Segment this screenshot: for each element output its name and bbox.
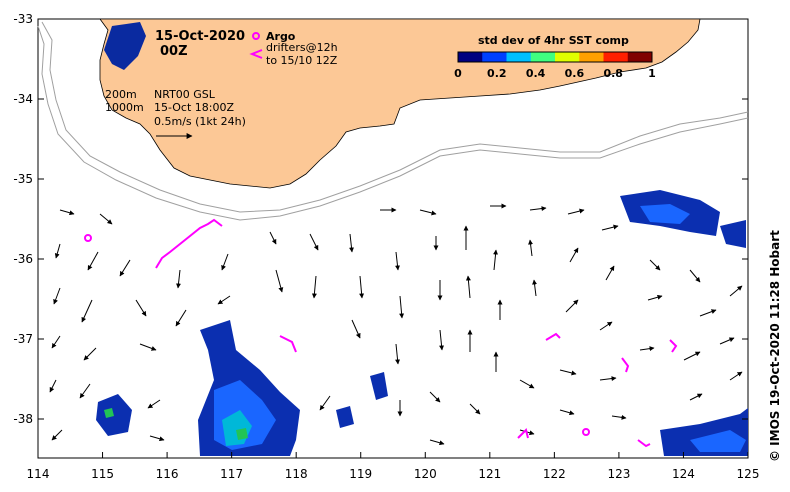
x-tick-label: 125 <box>737 467 760 481</box>
y-tick-label: -36 <box>13 252 33 266</box>
colorbar-tick-label: 0.2 <box>487 67 507 80</box>
x-tick-label: 118 <box>285 467 308 481</box>
coast-blob <box>104 22 146 70</box>
colorbar-frame <box>457 51 653 63</box>
argo-legend-label: Argo <box>266 30 296 43</box>
isobath-200m <box>41 21 749 213</box>
y-tick-label: -33 <box>13 12 33 26</box>
drifter-tracks <box>155 218 678 448</box>
drifter-legend-line1: drifters@12h <box>266 41 338 54</box>
colorbar-title: std dev of 4hr SST comp <box>478 34 629 47</box>
x-tick-label: 124 <box>672 467 695 481</box>
colorbar-segment <box>482 52 507 62</box>
x-tick-label: 122 <box>543 467 566 481</box>
x-tick-label: 115 <box>91 467 114 481</box>
x-tick-label: 120 <box>414 467 437 481</box>
y-tick-label: -35 <box>13 172 33 186</box>
vector-scale-label: 0.5m/s (1kt 24h) <box>154 115 246 128</box>
argo-legend-icon <box>252 32 260 40</box>
isobath-1000m <box>37 25 749 221</box>
x-tick-label: 121 <box>478 467 501 481</box>
colorbar-ticks: 0 0.2 0.4 0.6 0.8 1 <box>454 67 656 80</box>
colorbar-segment <box>530 52 556 62</box>
colorbar-segment <box>579 52 604 62</box>
colorbar-segment <box>555 52 580 62</box>
x-tick-label: 114 <box>27 467 50 481</box>
isobath-1000m-label: 1000m <box>105 101 144 114</box>
x-tick-label: 123 <box>607 467 630 481</box>
argo-floats <box>84 234 590 436</box>
colorbar-segment <box>603 52 629 62</box>
colorbar-tick-label: 0.8 <box>603 67 623 80</box>
product-name: NRT00 GSL <box>154 88 216 101</box>
colorbar <box>457 51 653 63</box>
colorbar-segment <box>506 52 532 62</box>
colorbar-tick-label: 0.6 <box>565 67 585 80</box>
y-tick-label: -34 <box>13 92 33 106</box>
current-vectors <box>49 203 743 446</box>
y-axis-ticks: -33 -34 -35 -36 -37 -38 <box>13 12 748 426</box>
map-date: 15-Oct-2020 <box>155 29 245 44</box>
colorbar-tick-label: 0.4 <box>526 67 546 80</box>
credit-text: © IMOS 19-Oct-2020 11:28 Hobart <box>768 230 782 462</box>
x-axis-ticks: 114 115 116 117 118 119 120 121 122 123 124 125 <box>27 452 760 481</box>
y-tick-label: -38 <box>13 412 33 426</box>
colorbar-tick-label: 1 <box>648 67 656 80</box>
isobath-200m-label: 200m <box>105 88 137 101</box>
x-tick-label: 119 <box>349 467 372 481</box>
product-time: 15-Oct 18:00Z <box>154 101 234 114</box>
map-time: 00Z <box>160 44 188 59</box>
x-tick-label: 117 <box>220 467 243 481</box>
drifter-legend-icon <box>249 49 263 59</box>
y-tick-label: -37 <box>13 332 33 346</box>
x-tick-label: 116 <box>156 467 179 481</box>
sst-patches <box>96 190 748 456</box>
drifter-legend-line2: to 15/10 12Z <box>266 54 338 67</box>
colorbar-segment <box>458 52 483 62</box>
colorbar-tick-label: 0 <box>454 67 462 80</box>
colorbar-segment <box>627 52 653 62</box>
